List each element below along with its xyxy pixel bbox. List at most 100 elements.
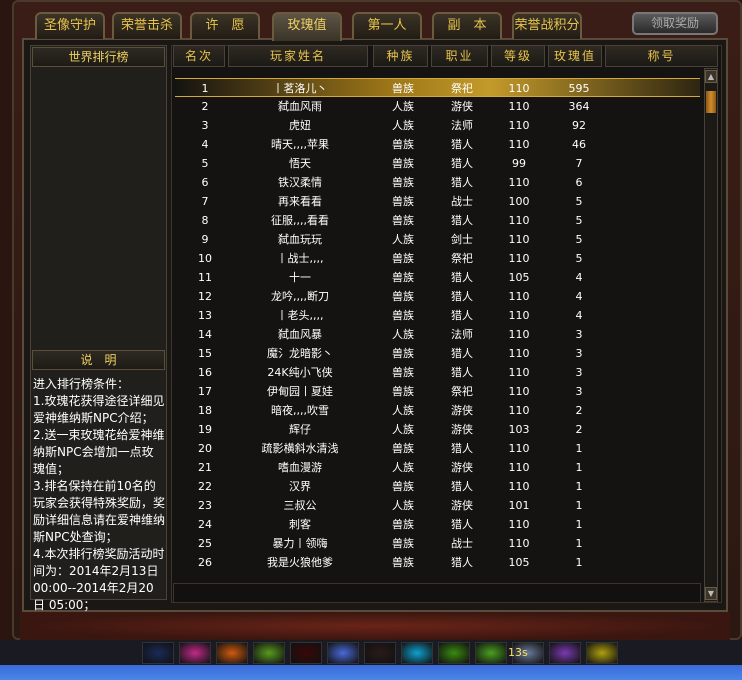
table-row[interactable]: 5 悟天 兽族 猎人 99 7	[175, 154, 700, 173]
cell-level: 110	[508, 252, 530, 265]
cell-rank: 7	[201, 195, 209, 208]
skill-slot-icon[interactable]	[327, 642, 359, 664]
scroll-down-icon[interactable]: ▼	[705, 587, 717, 600]
cell-rose-value: 1	[575, 480, 583, 493]
scroll-thumb[interactable]	[706, 91, 716, 113]
skill-slot-icon[interactable]	[401, 642, 433, 664]
cell-race: 兽族	[392, 347, 414, 360]
tab-dungeon[interactable]: 副 本	[432, 12, 502, 39]
cell-race: 兽族	[392, 252, 414, 265]
skill-slot-icon[interactable]	[253, 642, 285, 664]
table-row[interactable]: 20 疏影横斜水清浅 兽族 猎人 110 1	[175, 439, 700, 458]
cell-player-name: 再来看看	[278, 195, 322, 208]
tab-honor-points[interactable]: 荣誉战积分	[512, 12, 582, 39]
table-row[interactable]: 11 十一 兽族 猎人 105 4	[175, 268, 700, 287]
cell-class: 战士	[451, 537, 473, 550]
cell-race: 人族	[392, 423, 414, 436]
table-row[interactable]: 12 龙吟,,,,断刀 兽族 猎人 110 4	[175, 287, 700, 306]
cell-race: 人族	[392, 233, 414, 246]
skill-slot-icon[interactable]	[290, 642, 322, 664]
table-row[interactable]: 7 再来看看 兽族 战士 100 5	[175, 192, 700, 211]
table-row[interactable]: 6 铁汉柔情 兽族 猎人 110 6	[175, 173, 700, 192]
world-ranking-header[interactable]: 世界排行榜	[32, 47, 165, 67]
cell-level: 110	[508, 366, 530, 379]
table-row[interactable]: 17 伊甸园丨夏娃 兽族 祭祀 110 3	[175, 382, 700, 401]
table-row[interactable]: 8 征服,,,,看看 兽族 猎人 110 5	[175, 211, 700, 230]
table-row[interactable]: 26 我是火狼他爹 兽族 猎人 105 1	[175, 553, 700, 572]
cell-race: 兽族	[392, 195, 414, 208]
tab-number-one[interactable]: 第一人	[352, 12, 422, 39]
cell-rank: 19	[198, 423, 212, 436]
cell-race: 兽族	[392, 138, 414, 151]
cell-rose-value: 2	[575, 423, 583, 436]
table-row[interactable]: 16 24K纯小飞侠 兽族 猎人 110 3	[175, 363, 700, 382]
cell-class: 猎人	[451, 347, 473, 360]
skill-slot-icon[interactable]	[142, 642, 174, 664]
cell-rose-value: 4	[575, 309, 583, 322]
cell-rank: 5	[201, 157, 209, 170]
table-row[interactable]: 13 丨老头,,,, 兽族 猎人 110 4	[175, 306, 700, 325]
table-row[interactable]: 18 暗夜,,,,吹雪 人族 游侠 110 2	[175, 401, 700, 420]
cell-level: 110	[508, 138, 530, 151]
table-row[interactable]: 4 晴天,,,,苹果 兽族 猎人 110 46	[175, 135, 700, 154]
table-row[interactable]: 1 丨茗洛儿丶 兽族 祭祀 110 595	[175, 78, 700, 97]
cell-rose-value: 1	[575, 556, 583, 569]
skill-slot-icon[interactable]	[586, 642, 618, 664]
skill-slot-icon[interactable]	[216, 642, 248, 664]
cell-race: 兽族	[392, 385, 414, 398]
skill-slot-icon[interactable]	[512, 642, 544, 664]
skill-slot-icon[interactable]	[475, 642, 507, 664]
skill-slot-icon[interactable]	[179, 642, 211, 664]
cell-class: 猎人	[451, 309, 473, 322]
skill-slot-icon[interactable]	[438, 642, 470, 664]
cell-race: 人族	[392, 461, 414, 474]
cell-level: 110	[508, 119, 530, 132]
table-row[interactable]: 15 魔氵龙暗影丶 兽族 猎人 110 3	[175, 344, 700, 363]
cell-player-name: 铁汉柔情	[278, 176, 322, 189]
scroll-up-icon[interactable]: ▲	[705, 70, 717, 83]
claim-reward-button[interactable]: 领取奖励	[632, 12, 718, 35]
tab-wish[interactable]: 许 愿	[190, 12, 260, 39]
table-row[interactable]: 21 嗜血漫游 人族 游侠 110 1	[175, 458, 700, 477]
cell-race: 人族	[392, 404, 414, 417]
cell-level: 101	[508, 499, 530, 512]
skill-slot-icon[interactable]	[364, 642, 396, 664]
cell-rose-value: 5	[575, 252, 583, 265]
cell-level: 103	[508, 423, 530, 436]
table-row[interactable]: 19 辉仔 人族 游侠 103 2	[175, 420, 700, 439]
cell-player-name: 24K纯小飞侠	[267, 366, 333, 379]
cell-rose-value: 3	[575, 347, 583, 360]
skill-slot-icon[interactable]	[549, 642, 581, 664]
cell-rank: 26	[198, 556, 212, 569]
cell-player-name: 嗜血漫游	[278, 461, 322, 474]
cell-player-name: 汉界	[289, 480, 311, 493]
table-row[interactable]: 9 弑血玩玩 人族 剑士 110 5	[175, 230, 700, 249]
cell-rank: 15	[198, 347, 212, 360]
tab-statue-guard[interactable]: 圣像守护	[35, 12, 105, 39]
cell-player-name: 伊甸园丨夏娃	[267, 385, 333, 398]
cell-class: 祭祀	[451, 252, 473, 265]
table-row[interactable]: 14 弑血风暴 人族 法师 110 3	[175, 325, 700, 344]
cell-rank: 16	[198, 366, 212, 379]
cell-player-name: 我是火狼他爹	[267, 556, 333, 569]
cell-player-name: 暴力丨领嗨	[272, 537, 328, 550]
cell-player-name: 魔氵龙暗影丶	[267, 347, 333, 360]
table-row[interactable]: 10 丨战士,,,, 兽族 祭祀 110 5	[175, 249, 700, 268]
cell-rank: 10	[198, 252, 212, 265]
tab-rose-value[interactable]: 玫瑰值	[272, 12, 342, 41]
table-row[interactable]: 24 刺客 兽族 猎人 110 1	[175, 515, 700, 534]
table-row[interactable]: 3 虎妞 人族 法师 110 92	[175, 116, 700, 135]
cell-class: 游侠	[451, 423, 473, 436]
scrollbar[interactable]: ▲ ▼	[704, 68, 718, 602]
frame-ornament	[20, 612, 730, 640]
table-row[interactable]: 22 汉界 兽族 猎人 110 1	[175, 477, 700, 496]
header-race: 种族	[373, 45, 428, 67]
table-row[interactable]: 23 三叔公 人族 游侠 101 1	[175, 496, 700, 515]
tab-honor-kills[interactable]: 荣誉击杀	[112, 12, 182, 39]
table-row[interactable]: 25 暴力丨领嗨 兽族 战士 110 1	[175, 534, 700, 553]
table-row[interactable]: 2 弑血风雨 人族 游侠 110 364	[175, 97, 700, 116]
cell-player-name: 晴天,,,,苹果	[271, 138, 329, 151]
cell-rose-value: 364	[568, 100, 590, 113]
ranking-rules-text: 进入排行榜条件： 1.玫瑰花获得途径详细见爱神维纳斯NPC介绍； 2.送一束玫瑰…	[33, 377, 166, 612]
cell-rank: 13	[198, 309, 212, 322]
